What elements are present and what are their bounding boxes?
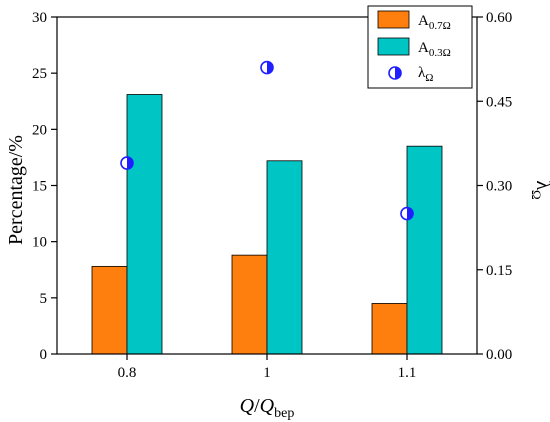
bar-a07-1 (231, 254, 268, 355)
y2-tick-label-4: 0.60 (486, 10, 512, 26)
y-tick-label-1: 5 (40, 291, 48, 307)
legend-swatch-a03 (377, 37, 410, 56)
legend: A0.7Ω A0.3Ω λΩ (367, 5, 473, 89)
y-axis-title: Percentage/% (5, 135, 27, 245)
x-tick-label-1: 1 (263, 365, 271, 381)
x-tick-label-2: 1.1 (398, 365, 417, 381)
point-lambda-2 (400, 206, 414, 221)
point-lambda-fill-2 (407, 207, 413, 220)
bars-layer (91, 94, 443, 355)
x-tick-label-0: 0.8 (118, 365, 137, 381)
point-lambda-1 (260, 60, 274, 75)
y2-axis-title-sub: Ω (529, 190, 544, 200)
point-lambda-fill-1 (267, 61, 273, 74)
bar-a03-0 (126, 94, 163, 355)
y-tick-label-3: 15 (32, 179, 47, 195)
x-axis-title-sub: bep (274, 406, 294, 421)
y-tick-label-2: 10 (32, 235, 47, 251)
bar-a03-2 (406, 145, 443, 355)
y2-axis-title: λΩ (529, 180, 550, 199)
y2-tick-label-0: 0.00 (486, 347, 512, 363)
bar-a03-1 (266, 160, 303, 355)
bar-a07-2 (371, 303, 408, 355)
y-tick-label-6: 30 (32, 10, 47, 26)
point-lambda-fill-0 (127, 157, 133, 170)
legend-label-lambda: λΩ (418, 65, 433, 84)
points-layer (120, 60, 414, 221)
legend-swatch-a07 (377, 10, 410, 29)
y2-axis-title-main: λ (532, 180, 550, 190)
y2-tick-label-3: 0.45 (486, 94, 512, 110)
legend-marker-lambda (388, 66, 402, 80)
x-axis-title-q: Q (260, 395, 275, 417)
point-lambda-0 (120, 156, 134, 170)
legend-label-a03: A0.3Ω (418, 40, 451, 59)
y-tick-label-0: 0 (40, 347, 48, 363)
x-axis-title: Q/Qbep (240, 395, 295, 421)
y-tick-label-5: 25 (32, 66, 47, 82)
y-tick-label-4: 20 (32, 122, 47, 138)
y2-tick-label-1: 0.15 (486, 263, 512, 279)
bar-a07-0 (91, 265, 128, 355)
x-axis-title-main: Q (240, 395, 255, 417)
legend-label-a07: A0.7Ω (418, 13, 451, 32)
ticks-layer: 0 5 10 15 20 25 30 0.00 0.15 0.30 0.45 0.60 0.8 1 1.1 (32, 10, 512, 381)
x-axis-title-sep: / (254, 395, 260, 417)
y2-tick-label-2: 0.30 (486, 179, 512, 195)
